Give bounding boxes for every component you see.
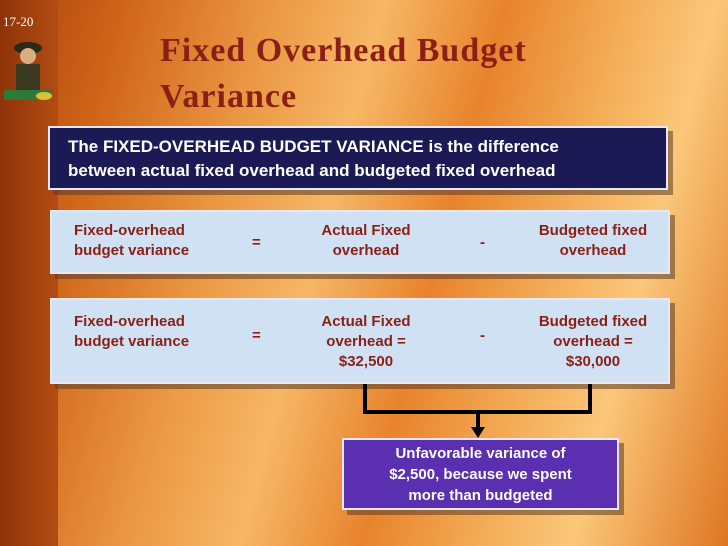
text-line: Budgeted fixed (538, 222, 648, 239)
calc-left: Fixed-overhead budget variance (74, 312, 189, 352)
definition-text: The FIXED-OVERHEAD BUDGET VARIANCE is th… (68, 135, 559, 183)
slide-number: 17-20 (3, 14, 34, 29)
formula-right: Budgeted fixed overhead (518, 221, 668, 261)
text-line: overhead (332, 242, 400, 259)
text-line: overhead (559, 242, 627, 259)
result-text: Unfavorable variance of $2,500, because … (344, 440, 617, 506)
equals-sign: = (252, 327, 261, 344)
arrow-head (471, 427, 485, 438)
text-line: budget variance (74, 333, 190, 350)
text-line: overhead = (553, 333, 633, 350)
text-line: between actual fixed overhead and budget… (68, 161, 556, 180)
text-line: Fixed-overhead (74, 313, 185, 330)
minus-sign: - (480, 234, 485, 251)
text-line: $30,000 (565, 353, 621, 370)
text-line: more than budgeted (408, 487, 553, 504)
formula-box: Fixed-overhead budget variance = Actual … (50, 210, 670, 274)
definition-box: The FIXED-OVERHEAD BUDGET VARIANCE is th… (48, 126, 668, 190)
title-line: Variance (160, 78, 298, 115)
text-line: $32,500 (338, 353, 394, 370)
text-line: overhead = (326, 333, 406, 350)
calc-right: Budgeted fixed overhead = $30,000 (518, 312, 668, 372)
text-line: Actual Fixed (321, 313, 411, 330)
text-line: The FIXED-OVERHEAD BUDGET VARIANCE is th… (68, 137, 559, 156)
text-line: Unfavorable variance of (395, 445, 566, 462)
clipart (4, 42, 52, 100)
text-line: budget variance (74, 242, 190, 259)
calc-middle: Actual Fixed overhead = $32,500 (296, 312, 436, 372)
text-line: Actual Fixed (321, 222, 411, 239)
minus-sign: - (480, 327, 485, 344)
title-line: Fixed Overhead Budget (160, 32, 527, 69)
text-line: Fixed-overhead (74, 222, 185, 239)
equals-sign: = (252, 234, 261, 251)
result-box: Unfavorable variance of $2,500, because … (342, 438, 619, 510)
bracket (363, 384, 592, 414)
formula-middle: Actual Fixed overhead (296, 221, 436, 261)
calculation-box: Fixed-overhead budget variance = Actual … (50, 298, 670, 384)
text-line: $2,500, because we spent (389, 466, 572, 483)
formula-left: Fixed-overhead budget variance (74, 221, 189, 261)
text-line: Budgeted fixed (538, 313, 648, 330)
